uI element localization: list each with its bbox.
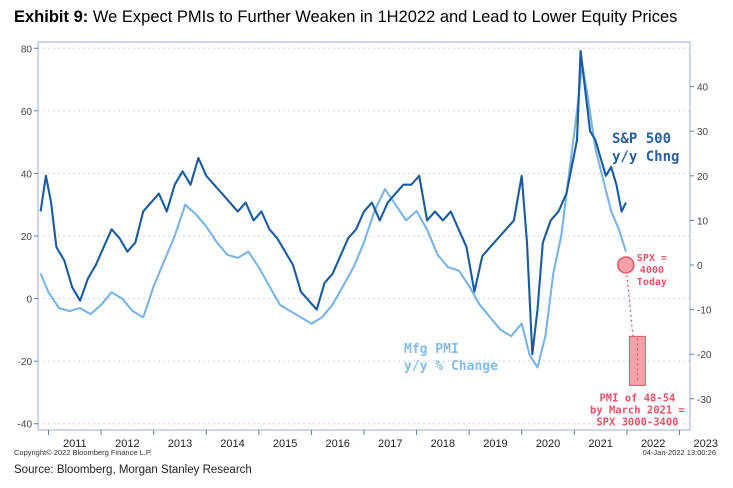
series-line-1 (39, 62, 627, 369)
pmi-label-line: Mfg PMI (404, 342, 459, 357)
tick-label-right: 20 (697, 172, 709, 183)
target-range-box (628, 335, 646, 386)
tick-label-left: -20 (18, 357, 33, 368)
tick-label-x: 2013 (168, 438, 192, 450)
tick-label-x: 2021 (588, 438, 612, 450)
tick-label-left: 80 (21, 44, 33, 55)
tick-label-x: 2016 (325, 438, 349, 450)
tick-label-left: 20 (21, 232, 33, 243)
tick-label-right: -30 (697, 395, 712, 406)
exhibit-title-text: We Expect PMIs to Further Weaken in 1H20… (92, 8, 678, 26)
chart: -40 -20 0 20 40 60 80 -30 -20 -10 0 10 20 30 40 2011 201… (14, 41, 718, 457)
tick-label-x: 2014 (220, 438, 244, 450)
series-lines (39, 49, 639, 381)
tick-label-x: 2023 (694, 438, 718, 450)
pmi-series-label: Mfg PMI y/y % Change (404, 342, 498, 374)
spx-today-marker (617, 256, 635, 274)
tick-label-right: -10 (697, 306, 712, 317)
tick-label-right: 0 (697, 261, 703, 272)
tick-label-left: 0 (26, 295, 32, 306)
tick-label-left: 40 (21, 169, 33, 180)
tick-label-x: 2011 (63, 438, 87, 450)
grid-lines (38, 47, 690, 425)
target-range-label: PMI of 48-54 by March 2021 = SPX 3000-3400 (590, 392, 685, 428)
copyright-note: Copyright© 2022 Bloomberg Finance L.P. (14, 448, 152, 457)
tick-label-left: 60 (21, 107, 33, 118)
spx-label-line: y/y Chng (612, 149, 679, 165)
exhibit-title: Exhibit 9: We Expect PMIs to Further Wea… (14, 8, 677, 27)
tick-label-x: 2022 (641, 438, 665, 450)
exhibit-label: Exhibit 9: (14, 8, 89, 26)
annotations: S&P 500 y/y Chng Mfg PMI y/y % Change SPX = 4… (404, 131, 685, 428)
tick-label-x: 2020 (536, 438, 560, 450)
tick-label-x: 2017 (378, 438, 402, 450)
tick-label-x: 2012 (115, 438, 139, 450)
spx-today-line: Today (637, 277, 667, 288)
tick-label-left: -40 (18, 420, 33, 431)
spx-label-line: S&P 500 (612, 131, 671, 147)
timestamp-note: 04-Jan-2022 13:00:26 (643, 448, 716, 457)
tick-label-right: 10 (697, 216, 709, 227)
tick-label-right: -20 (697, 350, 712, 361)
target-range-line: by March 2021 = (590, 404, 685, 416)
spx-series-label: S&P 500 y/y Chng (612, 131, 679, 165)
tick-label-right: 30 (697, 127, 709, 138)
source-note: Source: Bloomberg, Morgan Stanley Resear… (14, 464, 252, 476)
target-range-line: SPX 3000-3400 (596, 416, 678, 428)
spx-today-label: SPX = 4000 Today (637, 253, 667, 288)
tick-label-right: 40 (697, 83, 709, 94)
tick-label-x: 2015 (273, 438, 297, 450)
target-range-line: PMI of 48-54 (599, 392, 675, 404)
spx-today-line: 4000 (640, 265, 664, 276)
spx-today-line: SPX = (637, 253, 667, 264)
tick-label-x: 2019 (483, 438, 507, 450)
series-line-0 (39, 49, 627, 356)
tick-label-x: 2018 (431, 438, 455, 450)
axes: -40 -20 0 20 40 60 80 -30 -20 -10 0 10 20 30 40 2011 201… (14, 44, 718, 457)
pmi-label-line: y/y % Change (404, 359, 498, 374)
